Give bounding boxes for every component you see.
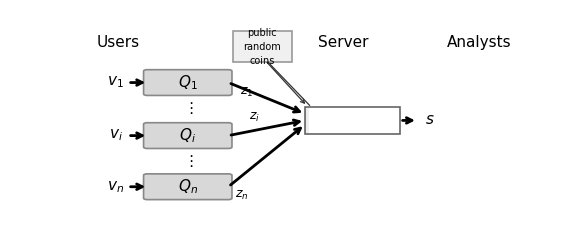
Bar [306, 107, 308, 134]
Bar [306, 107, 308, 134]
Bar [305, 107, 307, 134]
Text: $Q_i$: $Q_i$ [179, 126, 196, 145]
Bar [306, 107, 308, 134]
Bar [307, 107, 308, 134]
Bar [306, 107, 308, 134]
Text: $Q_1$: $Q_1$ [178, 73, 198, 92]
Bar [306, 107, 308, 134]
Bar [306, 107, 308, 134]
Bar [306, 107, 308, 134]
Bar [307, 107, 308, 134]
Bar [306, 107, 308, 134]
FancyBboxPatch shape [144, 70, 232, 95]
Text: $\vdots$: $\vdots$ [183, 100, 193, 116]
Bar [306, 107, 308, 134]
Text: $v_i$: $v_i$ [109, 128, 123, 143]
Bar [306, 107, 308, 134]
Bar [306, 107, 308, 134]
Bar [305, 107, 307, 134]
Bar [305, 107, 307, 134]
Bar [306, 107, 307, 134]
Bar [306, 107, 308, 134]
Text: $\vdots$: $\vdots$ [183, 153, 193, 169]
Bar [306, 107, 308, 134]
Bar [306, 107, 307, 134]
Bar [305, 107, 307, 134]
Text: public
random
coins: public random coins [243, 28, 281, 66]
Bar [306, 107, 308, 134]
Bar [306, 107, 308, 134]
Bar [306, 107, 308, 134]
Bar [305, 107, 307, 134]
Bar [307, 107, 308, 134]
Bar [306, 107, 308, 134]
Bar [305, 107, 400, 134]
Bar [307, 107, 308, 134]
Text: $Q_n$: $Q_n$ [178, 177, 198, 196]
Text: $z_i$: $z_i$ [249, 111, 260, 124]
Text: Users: Users [96, 35, 140, 50]
Text: Analysts: Analysts [446, 35, 511, 50]
Text: $z_n$: $z_n$ [235, 189, 249, 202]
Bar [306, 107, 308, 134]
Text: Server: Server [318, 35, 368, 50]
Bar [306, 107, 308, 134]
Bar [306, 107, 308, 134]
Bar [306, 107, 308, 134]
Bar [306, 107, 308, 134]
Bar [306, 107, 308, 134]
Bar [306, 107, 308, 134]
Bar [306, 107, 308, 134]
Bar [307, 107, 308, 134]
Bar [306, 107, 307, 134]
Bar [306, 107, 307, 134]
Bar [306, 107, 307, 134]
Bar [305, 107, 307, 134]
Text: $s$: $s$ [425, 113, 434, 127]
FancyBboxPatch shape [233, 31, 292, 62]
FancyBboxPatch shape [144, 174, 232, 200]
Bar [306, 107, 307, 134]
Bar [306, 107, 308, 134]
Text: $v_1$: $v_1$ [107, 75, 124, 91]
Bar [306, 107, 308, 134]
Bar [306, 107, 307, 134]
Bar [306, 107, 308, 134]
Bar [306, 107, 307, 134]
Text: $z_1$: $z_1$ [240, 86, 253, 99]
Bar [306, 107, 307, 134]
Bar [306, 107, 308, 134]
Bar [305, 107, 307, 134]
Bar [305, 107, 307, 134]
Bar [306, 107, 308, 134]
Bar [306, 107, 307, 134]
Text: $v_n$: $v_n$ [107, 179, 124, 195]
Bar [306, 107, 308, 134]
Bar [306, 107, 308, 134]
Bar [306, 107, 308, 134]
FancyBboxPatch shape [144, 123, 232, 149]
Bar [307, 107, 308, 134]
Bar [305, 107, 307, 134]
Bar [306, 107, 307, 134]
Bar [307, 107, 308, 134]
